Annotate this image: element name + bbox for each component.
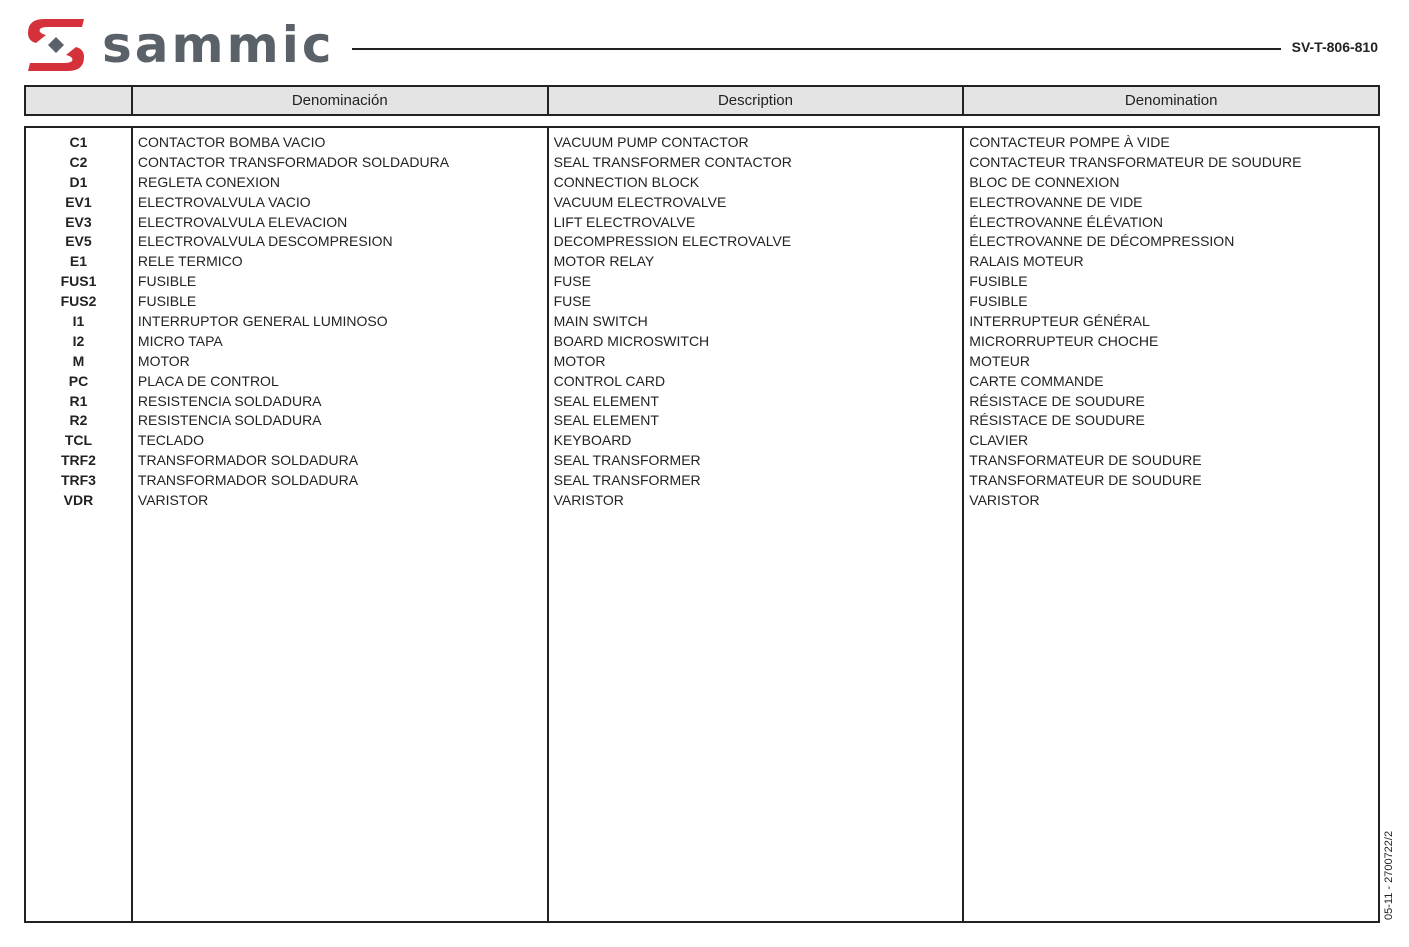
document-code: SV-T-806-810 <box>1291 39 1378 55</box>
row-spanish: RELE TERMICO <box>137 253 243 270</box>
row-code: R1 <box>69 392 88 409</box>
table-body: C1 C2 D1 EV1 EV3 EV5 E1 FUS1 FUS2 I1 I2 M PC R1 R2 TCL T… <box>24 126 1380 923</box>
row-english: FUSE <box>553 273 591 290</box>
row-code: M <box>72 352 85 369</box>
row-french: CONTACTEUR TRANSFORMATEUR DE SOUDURE <box>969 153 1302 170</box>
row-code: EV5 <box>65 233 92 250</box>
row-spanish: FUSIBLE <box>137 293 197 310</box>
row-code: FUS1 <box>60 273 97 290</box>
row-french: VARISTOR <box>969 492 1040 509</box>
row-french: INTERRUPTEUR GÉNÉRAL <box>969 313 1150 330</box>
row-french: BLOC DE CONNEXION <box>969 173 1120 190</box>
row-french: RÉSISTACE DE SOUDURE <box>969 412 1145 429</box>
row-english: FUSE <box>553 293 591 310</box>
sammic-logo-icon <box>28 19 84 71</box>
row-code: TRF2 <box>60 452 96 469</box>
row-english: SEAL ELEMENT <box>553 392 659 409</box>
row-english: CONTROL CARD <box>553 372 666 389</box>
header-code <box>26 87 131 114</box>
row-french: MOTEUR <box>969 352 1030 369</box>
row-english: VACUUM PUMP CONTACTOR <box>553 134 749 150</box>
column-spanish: CONTACTOR BOMBA VACIO CONTACTOR TRANSFORM… <box>130 128 547 921</box>
row-code: EV1 <box>65 193 92 210</box>
header-french: Denomination <box>962 87 1378 114</box>
row-spanish: REGLETA CONEXION <box>137 173 281 190</box>
row-french: FUSIBLE <box>969 273 1028 290</box>
row-english: SEAL ELEMENT <box>553 412 659 429</box>
row-english: VARISTOR <box>553 492 624 509</box>
row-code: TCL <box>64 432 93 449</box>
row-spanish: CONTACTOR TRANSFORMADOR SOLDADURA <box>137 153 450 170</box>
row-french: CONTACTEUR POMPE À VIDE <box>969 134 1170 150</box>
row-code: I2 <box>72 332 85 349</box>
row-english: VACUUM ELECTROVALVE <box>553 193 727 210</box>
row-code: FUS2 <box>60 293 97 310</box>
row-spanish: CONTACTOR BOMBA VACIO <box>137 134 326 150</box>
table-header: Denominación Description Denomination <box>24 85 1380 116</box>
row-french: FUSIBLE <box>969 293 1028 310</box>
column-code: C1 C2 D1 EV1 EV3 EV5 E1 FUS1 FUS2 I1 I2 M PC R1 R2 TCL T… <box>26 128 131 921</box>
row-english: MOTOR RELAY <box>553 253 655 270</box>
row-code: PC <box>68 372 89 389</box>
row-english: KEYBOARD <box>553 432 632 449</box>
row-english: SEAL TRANSFORMER CONTACTOR <box>553 153 792 170</box>
row-english: CONNECTION BLOCK <box>553 173 700 190</box>
row-code: TRF3 <box>60 472 96 489</box>
column-french: CONTACTEUR POMPE À VIDE CONTACTEUR TRANSF… <box>962 128 1378 921</box>
row-english: MAIN SWITCH <box>553 313 648 330</box>
header-spanish: Denominación <box>130 87 547 114</box>
row-french: ÉLECTROVANNE DE DÉCOMPRESSION <box>969 233 1235 250</box>
row-spanish: TRANSFORMADOR SOLDADURA <box>137 472 359 489</box>
row-french: CARTE COMMANDE <box>969 372 1104 389</box>
row-code: R2 <box>69 412 88 429</box>
row-french: TRANSFORMATEUR DE SOUDURE <box>969 452 1202 469</box>
row-french: ELECTROVANNE DE VIDE <box>969 193 1143 210</box>
row-spanish: ELECTROVALVULA ELEVACION <box>137 213 348 230</box>
row-french: RALAIS MOTEUR <box>969 253 1084 270</box>
row-english: DECOMPRESSION ELECTROVALVE <box>553 233 792 250</box>
row-spanish: ELECTROVALVULA DESCOMPRESION <box>137 233 393 250</box>
footer-reference: 05-11 - 2700722/2 <box>1383 830 1395 920</box>
row-english: SEAL TRANSFORMER <box>553 472 701 489</box>
row-code: D1 <box>69 173 88 190</box>
row-english: BOARD MICROSWITCH <box>553 332 710 349</box>
row-spanish: ELECTROVALVULA VACIO <box>137 193 311 210</box>
row-code: C1 <box>69 134 88 150</box>
brand-name: sammic <box>102 16 335 74</box>
row-english: MOTOR <box>553 352 606 369</box>
row-french: MICRORRUPTEUR CHOCHE <box>969 332 1159 349</box>
row-french: RÉSISTACE DE SOUDURE <box>969 392 1145 409</box>
row-english: LIFT ELECTROVALVE <box>553 213 696 230</box>
row-code: E1 <box>69 253 88 270</box>
row-code: EV3 <box>65 213 92 230</box>
sammic-logo: sammic <box>24 15 334 75</box>
row-french: CLAVIER <box>969 432 1029 449</box>
row-spanish: INTERRUPTOR GENERAL LUMINOSO <box>137 313 388 330</box>
row-spanish: MOTOR <box>137 352 190 369</box>
row-code: I1 <box>72 313 85 330</box>
row-code: C2 <box>69 153 88 170</box>
row-french: TRANSFORMATEUR DE SOUDURE <box>969 472 1202 489</box>
row-spanish: FUSIBLE <box>137 273 197 290</box>
row-spanish: TRANSFORMADOR SOLDADURA <box>137 452 359 469</box>
header-rule <box>352 48 1281 50</box>
row-code: VDR <box>63 492 94 509</box>
row-spanish: RESISTENCIA SOLDADURA <box>137 412 322 429</box>
row-english: SEAL TRANSFORMER <box>553 452 701 469</box>
column-english: VACUUM PUMP CONTACTOR SEAL TRANSFORMER CO… <box>546 128 963 921</box>
row-french: ÉLECTROVANNE ÉLÉVATION <box>969 213 1164 230</box>
row-spanish: VARISTOR <box>137 492 209 509</box>
row-spanish: RESISTENCIA SOLDADURA <box>137 392 322 409</box>
row-spanish: MICRO TAPA <box>137 332 223 349</box>
row-spanish: TECLADO <box>137 432 205 449</box>
header-english: Description <box>546 87 963 114</box>
row-spanish: PLACA DE CONTROL <box>137 372 279 389</box>
